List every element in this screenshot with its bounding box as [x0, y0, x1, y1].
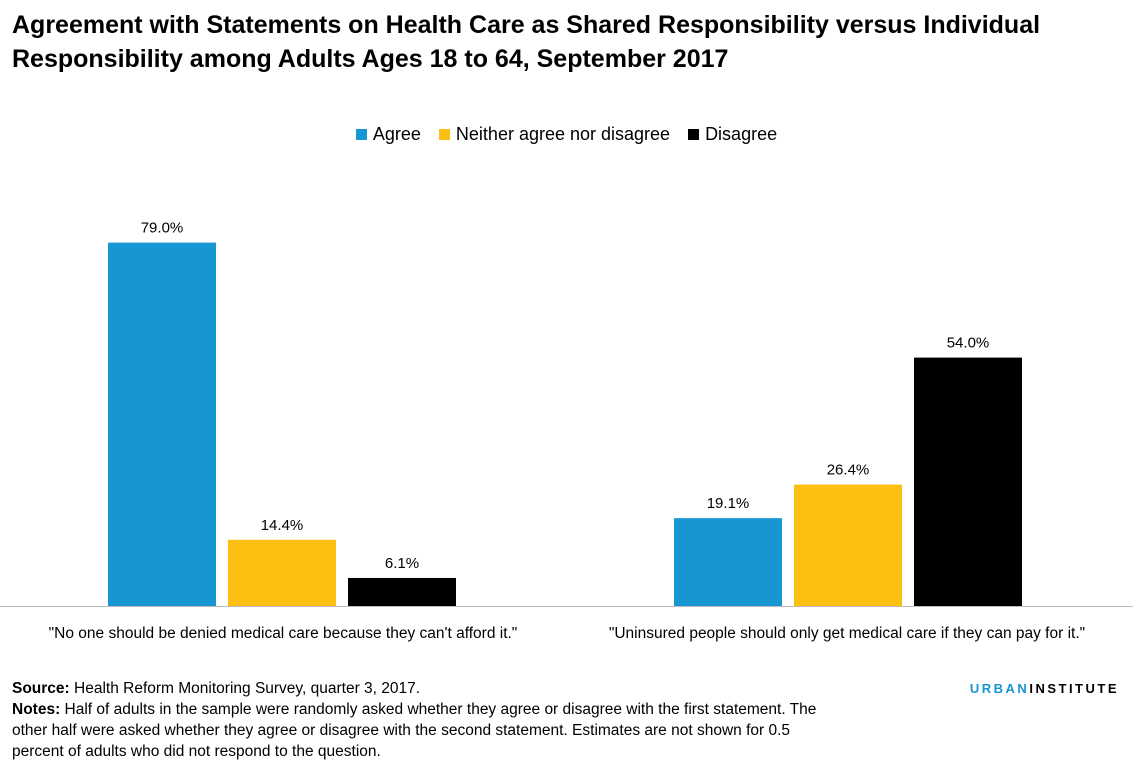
bar-chart: 79.0% 14.4% 6.1% "No one should be denied m…: [0, 220, 1133, 642]
bar-1-2: [228, 539, 336, 606]
bar-1-1: [108, 242, 216, 606]
brand-part-1: URBAN: [969, 681, 1030, 696]
data-label-1-2: 14.4%: [261, 517, 304, 534]
legend-label-agree: Agree: [372, 124, 421, 144]
legend-swatch-agree: [355, 129, 367, 140]
legend: Agree Neither agree nor disagree Disagre…: [0, 124, 1133, 145]
data-label-2-1: 19.1%: [707, 495, 750, 512]
notes-line: Notes: Half of adults in the sample were…: [12, 699, 842, 762]
source-line: Source: Health Reform Monitoring Survey,…: [12, 678, 842, 699]
data-label-2-2: 26.4%: [827, 462, 870, 479]
data-label-1-3: 6.1%: [385, 555, 419, 572]
notes-text: Half of adults in the sample were random…: [12, 701, 817, 760]
bar-2-3: [914, 357, 1022, 606]
legend-swatch-disagree: [688, 129, 700, 140]
legend-label-disagree: Disagree: [705, 124, 778, 144]
data-label-2-3: 54.0%: [947, 335, 990, 352]
data-label-1-1: 79.0%: [141, 220, 184, 237]
source-text: Health Reform Monitoring Survey, quarter…: [74, 680, 421, 697]
legend-item-neither: Neither agree nor disagree: [438, 124, 671, 145]
urban-institute-logo: URBANINSTITUTE: [970, 681, 1119, 696]
bar-2-2: [794, 484, 902, 606]
bar-1-3: [348, 577, 456, 606]
category-label-1: "No one should be denied medical care be…: [49, 625, 518, 642]
legend-item-agree: Agree: [355, 124, 421, 145]
legend-swatch-neither: [438, 129, 450, 140]
chart-title-line-2: Responsibility among Adults Ages 18 to 6…: [12, 45, 729, 73]
source-label: Source:: [12, 680, 70, 697]
bar-2-1: [674, 518, 782, 606]
brand-part-2: INSTITUTE: [1029, 681, 1119, 696]
legend-item-disagree: Disagree: [688, 124, 777, 145]
category-label-2: "Uninsured people should only get medica…: [609, 625, 1085, 642]
notes-label: Notes:: [12, 701, 61, 718]
chart-title-line-1: Agreement with Statements on Health Care…: [12, 11, 1041, 39]
legend-label-neither: Neither agree nor disagree: [455, 124, 671, 144]
chart-footer: Source: Health Reform Monitoring Survey,…: [12, 678, 842, 762]
chart-title: Agreement with Statements on Health Care…: [12, 8, 1122, 76]
